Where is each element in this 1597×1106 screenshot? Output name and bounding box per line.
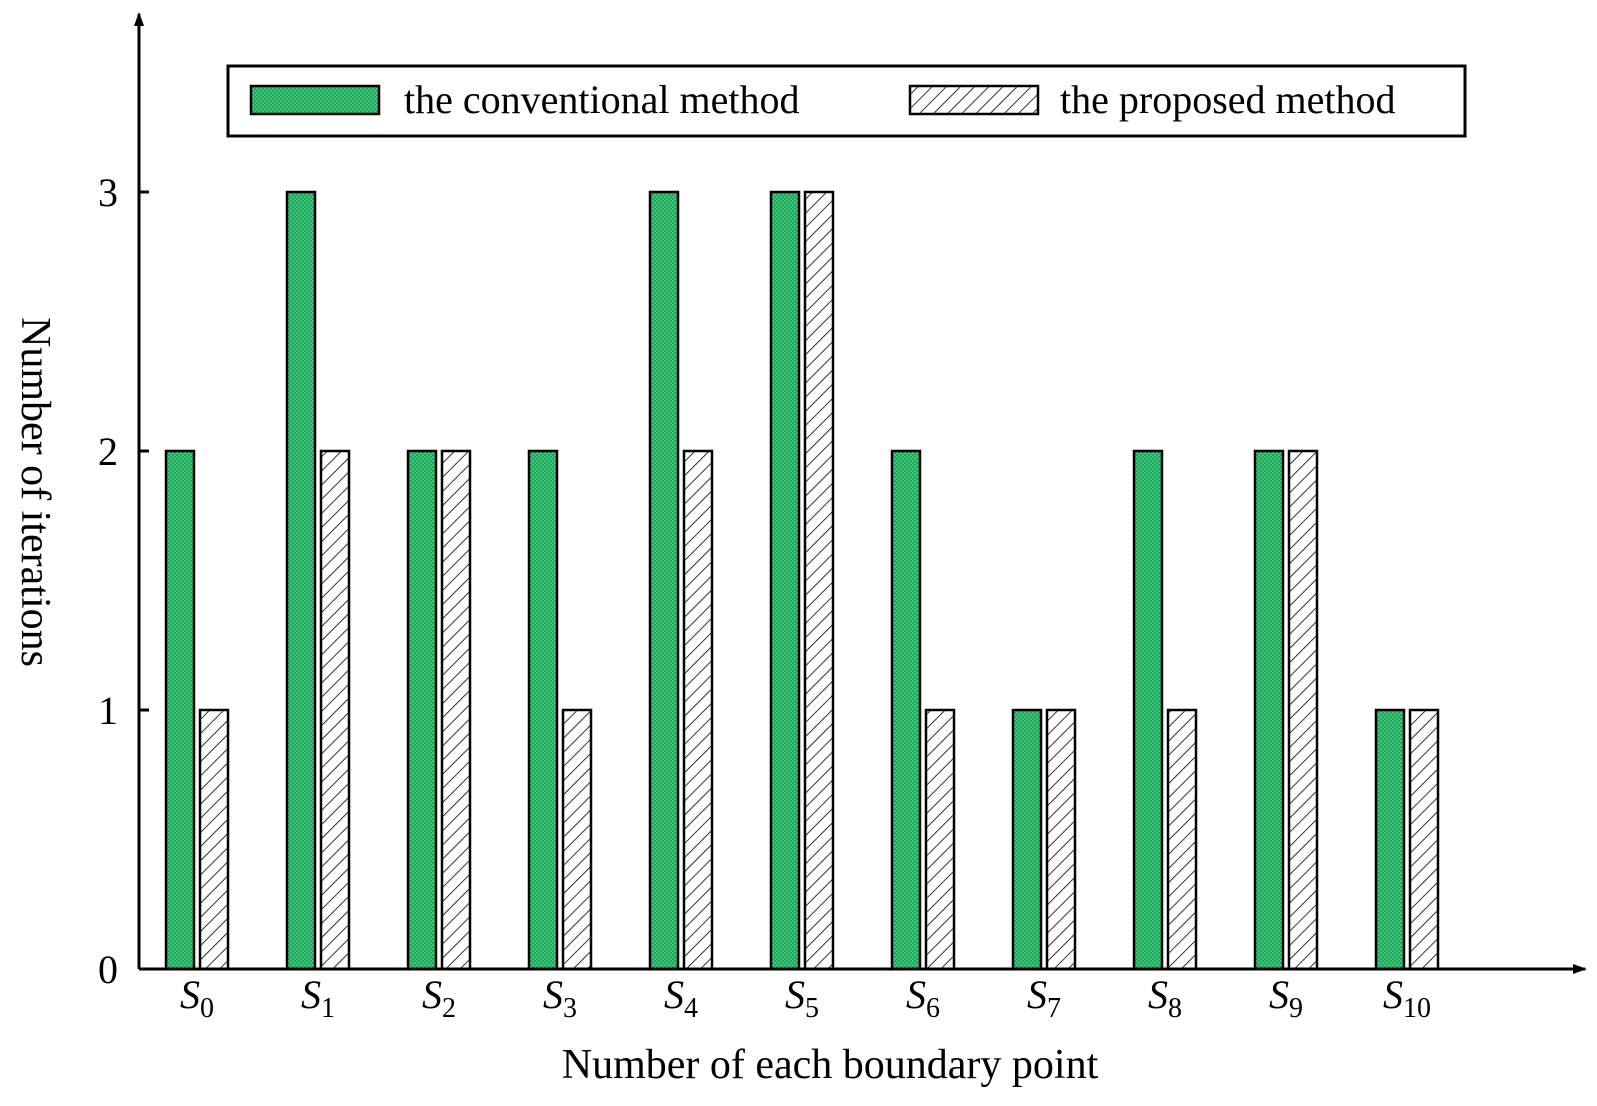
- bar-proposed-S0: [198, 708, 230, 971]
- bars-group: [164, 190, 1440, 971]
- bar-conventional-S2: [406, 449, 438, 971]
- bar-conventional-S0: [164, 449, 196, 971]
- bar-conventional-S6: [890, 449, 922, 971]
- bar-proposed-S10: [1408, 708, 1440, 971]
- y-axis-label: Number of iterations: [12, 317, 58, 667]
- x-tick-label-S4: S4: [664, 972, 698, 1024]
- bar-proposed-S3: [561, 708, 593, 971]
- x-tick-label-S3: S3: [543, 972, 577, 1024]
- bar-proposed-S9: [1287, 449, 1319, 971]
- bar-conventional-S10: [1374, 708, 1406, 971]
- y-tick-label-0: 0: [98, 947, 118, 992]
- x-tick-label-S5: S5: [785, 972, 819, 1024]
- y-tick-label-2: 2: [98, 429, 118, 474]
- y-tick-label-3: 3: [98, 170, 118, 215]
- bar-conventional-S1: [285, 190, 317, 971]
- x-tick-label-S8: S8: [1148, 972, 1182, 1024]
- legend-box: [226, 64, 1467, 138]
- x-tick-label-S10: S10: [1383, 972, 1431, 1024]
- bar-conventional-S4: [648, 190, 680, 971]
- bar-proposed-S8: [1166, 708, 1198, 971]
- bar-proposed-S4: [682, 449, 714, 971]
- y-tick-label-1: 1: [98, 688, 118, 733]
- legend-swatch-conventional: [249, 84, 381, 116]
- bar-conventional-S3: [527, 449, 559, 971]
- bar-proposed-S1: [319, 449, 351, 971]
- x-tick-labels: S0 S1 S2 S3 S4 S5 S6 S7 S8 S9 S10: [180, 972, 1431, 1024]
- bar-conventional-S5: [769, 190, 801, 971]
- y-ticks: 0 1 2 3: [98, 170, 149, 992]
- bar-proposed-S7: [1045, 708, 1077, 971]
- x-tick-label-S9: S9: [1269, 972, 1303, 1024]
- legend-label-conventional: the conventional method: [404, 77, 799, 122]
- bar-conventional-S8: [1132, 449, 1164, 971]
- bar-conventional-S9: [1253, 449, 1285, 971]
- legend-swatch-proposed: [908, 84, 1040, 116]
- legend-label-proposed: the proposed method: [1060, 77, 1396, 122]
- x-axis-label: Number of each boundary point: [562, 1042, 1099, 1088]
- x-tick-label-S6: S6: [906, 972, 940, 1024]
- legend: the conventional method the proposed met…: [226, 64, 1467, 138]
- bar-proposed-S6: [924, 708, 956, 971]
- bar-proposed-S5: [803, 190, 835, 971]
- x-tick-label-S1: S1: [301, 972, 335, 1024]
- x-tick-label-S7: S7: [1027, 972, 1061, 1024]
- x-tick-label-S2: S2: [422, 972, 456, 1024]
- x-tick-label-S0: S0: [180, 972, 214, 1024]
- bar-conventional-S7: [1011, 708, 1043, 971]
- bar-proposed-S2: [440, 449, 472, 971]
